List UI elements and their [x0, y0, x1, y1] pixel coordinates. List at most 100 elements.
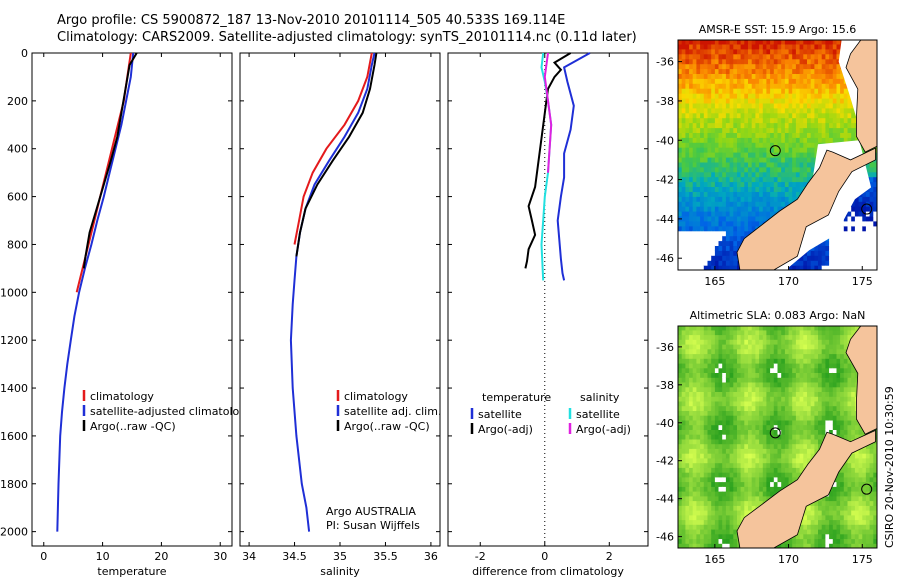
map-cell: [685, 434, 690, 440]
map-cell: [810, 533, 815, 540]
map-cell: [692, 467, 697, 473]
map-cell: [795, 533, 801, 540]
map-cell: [725, 142, 731, 148]
map-cell: [781, 196, 786, 202]
map-cell: [840, 396, 845, 402]
map-cell: [711, 543, 716, 548]
map-cell: [840, 386, 845, 392]
map-cell: [744, 88, 749, 94]
map-cell: [744, 353, 749, 359]
map-cell: [873, 265, 877, 270]
map-cell: [762, 353, 768, 359]
map-cell: [814, 543, 819, 548]
map-cell: [740, 98, 745, 104]
map-cell: [729, 191, 734, 197]
map-cell: [733, 462, 738, 468]
map-cell: [810, 505, 815, 511]
map-cell: [847, 495, 852, 502]
map-cell: [740, 491, 745, 497]
map-cell: [744, 201, 749, 207]
map-cell: [777, 353, 782, 359]
map-cell: [692, 176, 697, 183]
map-cell: [795, 40, 801, 45]
map-cell: [751, 344, 756, 350]
map-cell: [703, 358, 709, 364]
map-cell: [703, 78, 709, 84]
map-cell: [737, 40, 742, 45]
map-cell: [700, 265, 705, 270]
map-cell: [740, 196, 745, 202]
map-cell: [792, 112, 797, 119]
map-cell: [810, 78, 815, 84]
map-cell: [766, 196, 771, 202]
map-cell: [692, 235, 697, 242]
map-cell: [678, 196, 683, 202]
map-cell: [770, 43, 775, 50]
map-cell: [807, 142, 812, 148]
map-cell: [792, 334, 797, 340]
map-cell: [810, 48, 815, 55]
map-cell: [759, 396, 764, 402]
map-cell: [759, 112, 764, 119]
map-cell: [711, 235, 716, 242]
map-cell: [784, 372, 790, 378]
map-cell: [722, 63, 727, 70]
map-cell: [781, 63, 786, 70]
map-cell: [751, 438, 756, 445]
map-cell: [696, 137, 701, 143]
map-cell: [851, 462, 856, 468]
map-cell: [832, 396, 838, 402]
map-cell: [847, 98, 852, 104]
map-cell: [714, 40, 720, 45]
map-cell: [777, 405, 782, 411]
map-cell: [740, 434, 745, 440]
map-cell: [685, 329, 690, 336]
map-cell: [818, 358, 823, 364]
map-cell: [744, 43, 749, 50]
map-cell: [748, 491, 753, 497]
map-cell: [799, 186, 804, 192]
map-cell: [722, 443, 727, 449]
map-cell: [700, 481, 705, 487]
map-cell: [711, 206, 716, 212]
map-cell: [740, 40, 745, 45]
map-cell: [814, 98, 819, 104]
map-cell: [840, 495, 845, 502]
map-cell: [807, 424, 812, 430]
map-cell: [795, 419, 801, 426]
map-cell: [718, 529, 723, 535]
map-cell: [755, 73, 760, 79]
map-cell: [692, 358, 697, 364]
map-cell: [692, 161, 697, 168]
map-cell: [703, 391, 709, 397]
map-cell: [696, 122, 701, 129]
map-cell: [733, 344, 738, 350]
map-cell: [737, 424, 742, 430]
map-cell: [840, 339, 845, 345]
map-cell: [825, 538, 830, 544]
map-cell: [832, 410, 838, 416]
map-cell: [722, 510, 727, 516]
map-cell: [840, 107, 845, 114]
map-cell: [829, 391, 834, 397]
map-cell: [751, 424, 756, 430]
map-cell: [729, 344, 734, 350]
map-cell: [810, 63, 815, 70]
map-cell: [803, 78, 808, 84]
map-cell: [725, 339, 731, 345]
map-cell: [795, 415, 801, 421]
map-cell: [733, 206, 738, 212]
map-cell: [781, 78, 786, 84]
map-cell: [873, 206, 877, 212]
map-cell: [729, 43, 734, 50]
map-cell: [784, 481, 790, 487]
map-cell: [707, 53, 712, 60]
map-cell: [836, 353, 841, 359]
map-cell: [725, 181, 731, 187]
map-cell: [755, 443, 760, 449]
map-cell: [814, 83, 819, 89]
map-cell: [729, 424, 734, 430]
map-cell: [825, 107, 830, 114]
map-cell: [843, 486, 849, 492]
map-cell: [685, 171, 690, 178]
